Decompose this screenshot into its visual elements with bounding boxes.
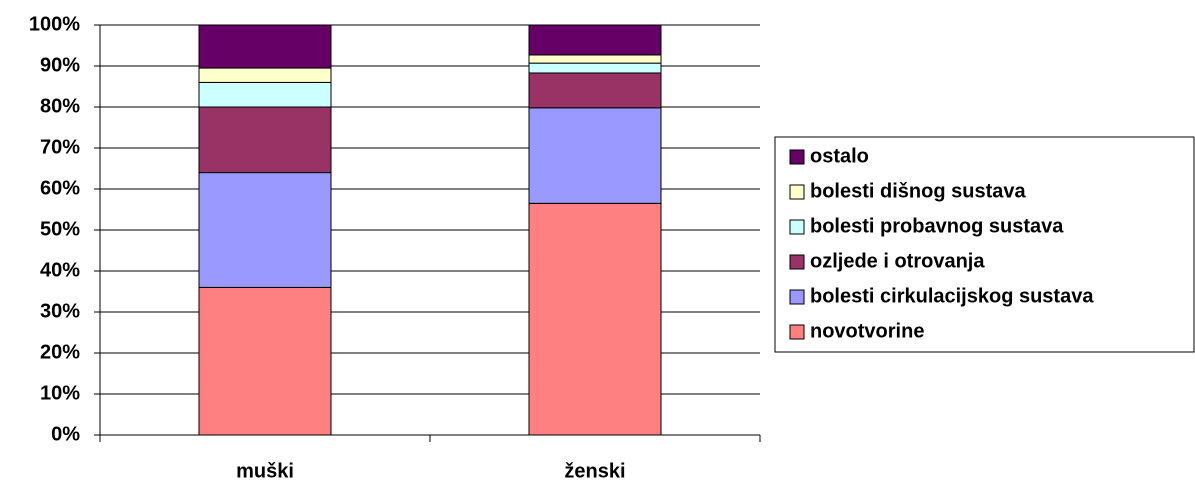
legend-label: bolesti probavnog sustava bbox=[810, 215, 1064, 237]
y-tick-label: 40% bbox=[40, 259, 80, 281]
y-tick-label: 50% bbox=[40, 218, 80, 240]
legend-label: novotvorine bbox=[810, 320, 924, 342]
y-tick-label: 90% bbox=[40, 54, 80, 76]
y-tick-label: 70% bbox=[40, 136, 80, 158]
bar-segment bbox=[198, 106, 332, 174]
bar-segment bbox=[528, 72, 662, 109]
legend-swatch bbox=[789, 149, 805, 165]
legend-label: bolesti dišnog sustava bbox=[810, 180, 1026, 202]
y-tick-label: 80% bbox=[40, 95, 80, 117]
legend-box bbox=[774, 136, 1195, 353]
y-tick-label: 60% bbox=[40, 177, 80, 199]
bar-segment bbox=[528, 62, 662, 74]
legend-swatch bbox=[789, 184, 805, 200]
bar-segment bbox=[198, 81, 332, 108]
y-tick-label: 20% bbox=[40, 341, 80, 363]
bar-segment bbox=[198, 24, 332, 69]
legend-label: ozljede i otrovanja bbox=[810, 250, 985, 272]
legend-swatch bbox=[789, 254, 805, 270]
legend-swatch bbox=[789, 219, 805, 235]
legend-label: bolesti cirkulacijskog sustava bbox=[810, 285, 1094, 307]
legend-swatch bbox=[789, 289, 805, 305]
bar-segment bbox=[198, 286, 332, 436]
bar-segment bbox=[528, 54, 662, 64]
bar-segment bbox=[198, 67, 332, 83]
bar-segment bbox=[198, 172, 332, 288]
y-tick-label: 0% bbox=[51, 423, 80, 445]
bar-segment bbox=[528, 24, 662, 56]
y-tick-label: 100% bbox=[29, 13, 80, 35]
y-tick-label: 30% bbox=[40, 300, 80, 322]
x-tick-label: ženski bbox=[564, 460, 625, 482]
legend-swatch bbox=[789, 324, 805, 340]
bar-segment bbox=[528, 107, 662, 204]
x-tick-label: muški bbox=[236, 460, 294, 482]
bar-segment bbox=[528, 202, 662, 436]
legend-label: ostalo bbox=[810, 145, 869, 167]
y-tick-label: 10% bbox=[40, 382, 80, 404]
